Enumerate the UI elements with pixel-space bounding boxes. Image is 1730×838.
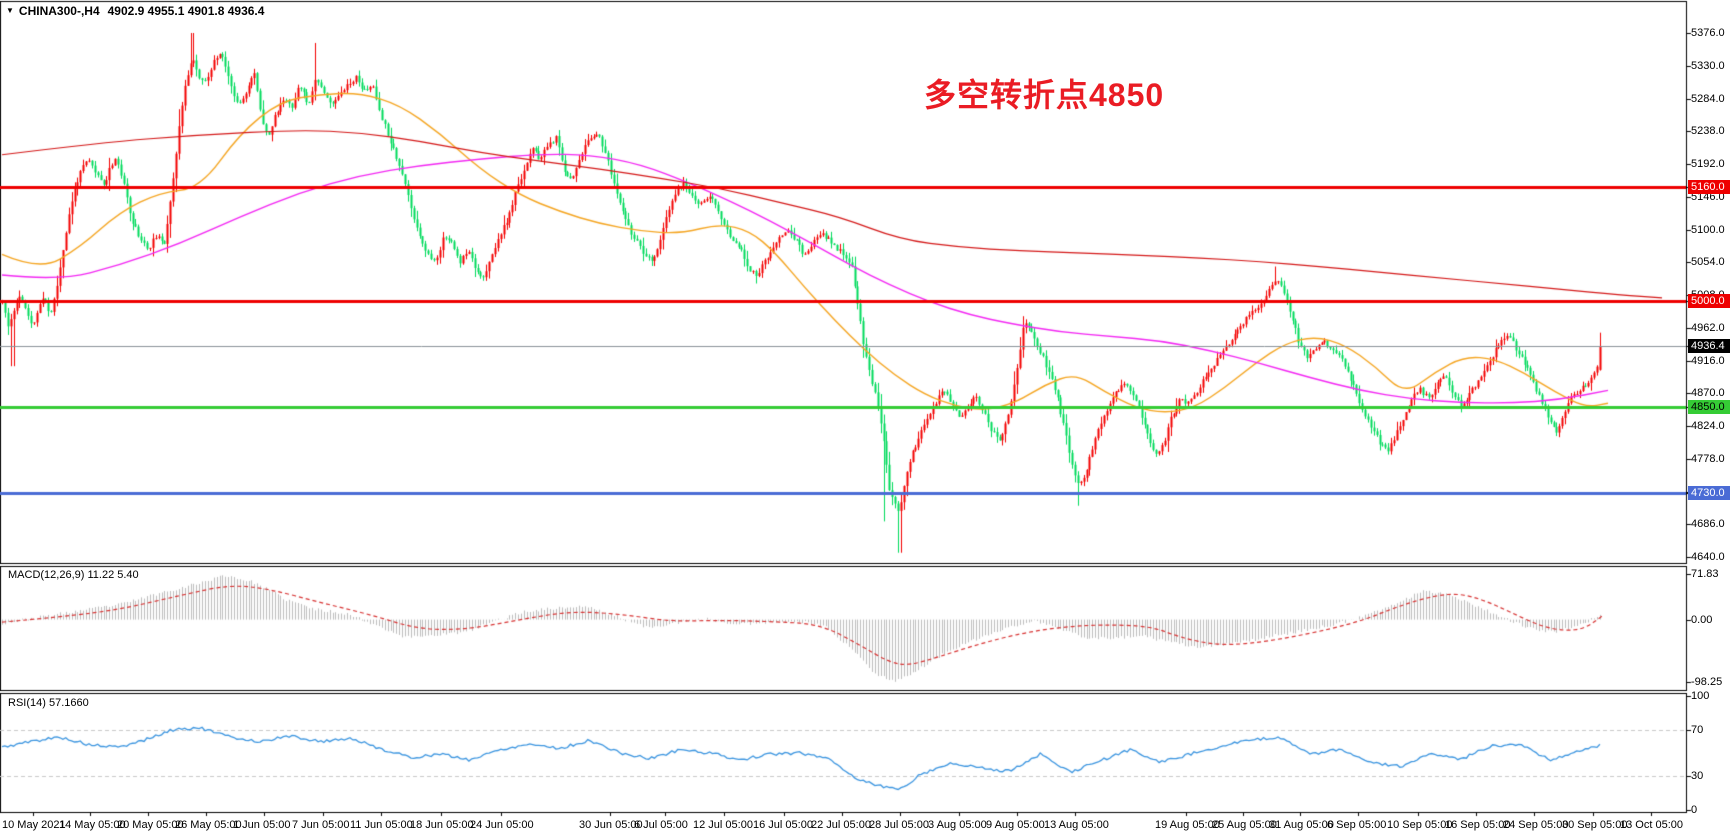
time-axis-label: 24 Sep 05:00 — [1503, 819, 1569, 831]
time-axis-label: 16 Sep 05:00 — [1445, 819, 1511, 831]
time-axis-label: 6 Jul 05:00 — [634, 819, 688, 831]
rsi-indicator-label: RSI(14) 57.1660 — [8, 697, 89, 709]
time-axis-label: 24 Jun 05:00 — [470, 819, 534, 831]
price-axis-tick: 5330.0 — [1691, 59, 1725, 72]
time-axis-label: 10 Sep 05:00 — [1387, 819, 1453, 831]
rsi-axis-tick: 30 — [1691, 769, 1704, 782]
price-axis-tick: 4640.0 — [1691, 551, 1725, 563]
price-axis-tick: 4916.0 — [1691, 354, 1725, 367]
symbol-timeframe: CHINA300-,H4 — [18, 4, 100, 18]
time-axis-label: 22 Jul 05:00 — [811, 819, 871, 831]
time-axis-label: 30 Jun 05:00 — [579, 819, 643, 831]
price-level-badge: 4850.0 — [1688, 400, 1730, 415]
time-axis-label: 10 May 2021 — [2, 819, 66, 831]
macd-axis-tick: 71.83 — [1691, 567, 1719, 580]
time-axis-label: 28 Jul 05:00 — [869, 819, 929, 831]
price-axis-tick: 4870.0 — [1691, 387, 1725, 400]
time-axis-label: 16 Jul 05:00 — [753, 819, 813, 831]
price-level-badge: 4730.0 — [1688, 485, 1730, 500]
rsi-axis-tick: 0 — [1691, 804, 1698, 816]
price-axis-tick: 5376.0 — [1691, 27, 1725, 39]
time-axis-label: 19 Aug 05:00 — [1155, 819, 1220, 831]
time-axis-label: 20 May 05:00 — [117, 819, 184, 831]
time-axis-label: 25 Aug 05:00 — [1212, 819, 1277, 831]
rsi-axis-tick: 70 — [1691, 724, 1704, 737]
time-axis-label: 3 Aug 05:00 — [928, 819, 987, 831]
time-axis-label: 31 Aug 05:00 — [1269, 819, 1334, 831]
price-axis-tick: 4824.0 — [1691, 420, 1725, 432]
annotation-text: 多空转折点4850 — [924, 77, 1165, 113]
time-axis-label: 12 Jul 05:00 — [693, 819, 753, 831]
price-axis-tick: 4686.0 — [1691, 518, 1725, 531]
time-axis-label: 18 Jun 05:00 — [410, 819, 474, 831]
macd-axis-tick: 0.00 — [1691, 613, 1713, 626]
macd-indicator-label: MACD(12,26,9) 11.22 5.40 — [8, 569, 139, 581]
price-level-badge: 5160.0 — [1688, 179, 1730, 194]
time-axis-label: 14 May 05:00 — [59, 819, 126, 831]
time-axis-label: 6 Sep 05:00 — [1327, 819, 1387, 831]
time-axis-label: 9 Aug 05:00 — [986, 819, 1045, 831]
time-axis-label: 13 Oct 05:00 — [1620, 819, 1683, 831]
price-axis-tick: 5054.0 — [1691, 256, 1725, 269]
price-level-badge: 5000.0 — [1688, 293, 1730, 308]
price-axis-tick: 5100.0 — [1691, 223, 1725, 236]
macd-axis-tick: -98.25 — [1691, 675, 1723, 688]
price-axis-tick: 5192.0 — [1691, 158, 1725, 170]
price-axis-tick: 5238.0 — [1691, 125, 1725, 138]
price-axis-tick: 5284.0 — [1691, 92, 1725, 105]
chart-header: ▼ CHINA300-,H4 4902.9 4955.1 4901.8 4936.4 — [6, 4, 264, 18]
collapse-triangle-icon[interactable]: ▼ — [6, 6, 14, 15]
ohlc-values: 4902.9 4955.1 4901.8 4936.4 — [107, 4, 265, 18]
time-axis-label: 1 Jun 05:00 — [233, 819, 291, 831]
rsi-axis-tick: 100 — [1691, 690, 1710, 702]
time-axis-label: 30 Sep 05:00 — [1562, 819, 1628, 831]
time-axis-label: 7 Jun 05:00 — [292, 819, 350, 831]
price-axis-tick: 4962.0 — [1691, 321, 1725, 334]
price-level-badge: 4936.4 — [1688, 338, 1730, 353]
time-axis-label: 11 Jun 05:00 — [350, 819, 413, 831]
time-axis-label: 13 Aug 05:00 — [1044, 819, 1109, 831]
price-axis-tick: 4778.0 — [1691, 452, 1725, 465]
time-axis-label: 26 May 05:00 — [175, 819, 242, 831]
